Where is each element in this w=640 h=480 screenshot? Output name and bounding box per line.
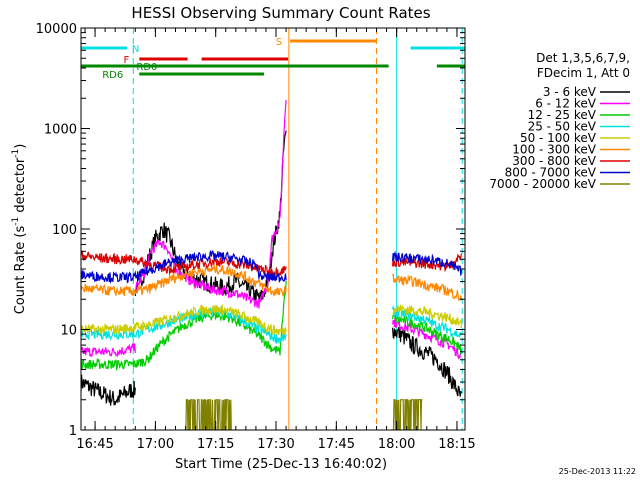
legend-label-1: 6 - 12 keV (535, 97, 597, 111)
series-8-segment-1 (390, 399, 423, 430)
state-label-RD0: RD0 (136, 62, 157, 73)
legend-label-8: 7000 - 20000 keV (489, 177, 596, 191)
y-axis-ticks: 1 10 100 1000 10000 (36, 22, 465, 439)
y-axis-label-sup1: -1 (11, 217, 21, 226)
series-4-segment-1 (392, 304, 462, 329)
y-axis-label-sup2: -1 (11, 149, 21, 158)
series-2-segment-0 (81, 280, 287, 371)
state-label-N: N (132, 44, 139, 55)
legend-label-3: 25 - 50 keV (528, 120, 597, 134)
legend-label-2: 12 - 25 keV (528, 108, 597, 122)
series-7-segment-1 (392, 250, 462, 276)
y-tick-label-0: 1 (69, 424, 77, 439)
x-tick-label-0: 16:45 (76, 437, 113, 452)
series-0-segment-0 (81, 374, 136, 406)
legend-label-0: 3 - 6 keV (543, 85, 597, 99)
x-tick-label-5: 18:00 (378, 437, 415, 452)
series-8-segment-0 (183, 399, 232, 430)
x-tick-label-1: 17:00 (137, 437, 174, 452)
y-tick-label-1: 10 (60, 324, 77, 339)
x-axis-label: Start Time (25-Dec-13 16:40:02) (175, 457, 387, 472)
x-tick-label-4: 17:45 (318, 437, 355, 452)
series-1-segment-0 (81, 342, 136, 358)
state-label-S: S (276, 37, 282, 48)
series-5-segment-0 (81, 264, 287, 297)
y-axis-label-mid: detector (13, 157, 28, 217)
y-tick-label-3: 1000 (44, 123, 77, 138)
legend-label-6: 300 - 800 keV (512, 154, 596, 168)
legend-header-line-2: FDecim 1, Att 0 (537, 66, 630, 80)
legend-label-7: 800 - 7000 keV (505, 166, 597, 180)
y-axis-label-end: ) (13, 144, 28, 149)
series-2-segment-1 (392, 313, 462, 355)
series-0-segment-2 (392, 326, 462, 397)
state-label-F: F (123, 55, 129, 66)
state-label-RD6: RD6 (102, 70, 123, 81)
y-axis-label-main: Count Rate (s (13, 226, 28, 315)
plot-area (81, 28, 465, 430)
series-0-segment-1 (134, 130, 287, 304)
chart-title: HESSI Observing Summary Count Rates (131, 4, 430, 22)
y-tick-label-2: 100 (52, 223, 77, 238)
legend: Det 1,3,5,6,7,9, FDecim 1, Att 0 3 - 6 k… (489, 51, 630, 191)
plot-frame (80, 27, 466, 431)
series-3-segment-1 (392, 305, 462, 338)
timestamp: 25-Dec-2013 11:22 (559, 467, 636, 476)
legend-label-5: 100 - 300 keV (512, 143, 596, 157)
legend-label-4: 50 - 100 keV (520, 131, 597, 145)
series-1-segment-2 (392, 318, 462, 360)
series-1-segment-1 (134, 100, 287, 309)
x-tick-label-2: 17:15 (197, 437, 234, 452)
legend-header-line-1: Det 1,3,5,6,7,9, (536, 51, 630, 65)
series-4-segment-0 (81, 303, 287, 336)
x-axis-ticks: 16:45 17:00 17:15 17:30 17:45 18:00 18:15 (76, 28, 476, 452)
series-5-segment-1 (392, 273, 462, 302)
y-axis-label: Count Rate (s-1 detector-1) (11, 144, 28, 315)
y-tick-label-4: 10000 (36, 22, 77, 37)
x-tick-label-3: 17:30 (257, 437, 294, 452)
x-tick-label-6: 18:15 (438, 437, 475, 452)
series-7-segment-0 (81, 249, 287, 285)
